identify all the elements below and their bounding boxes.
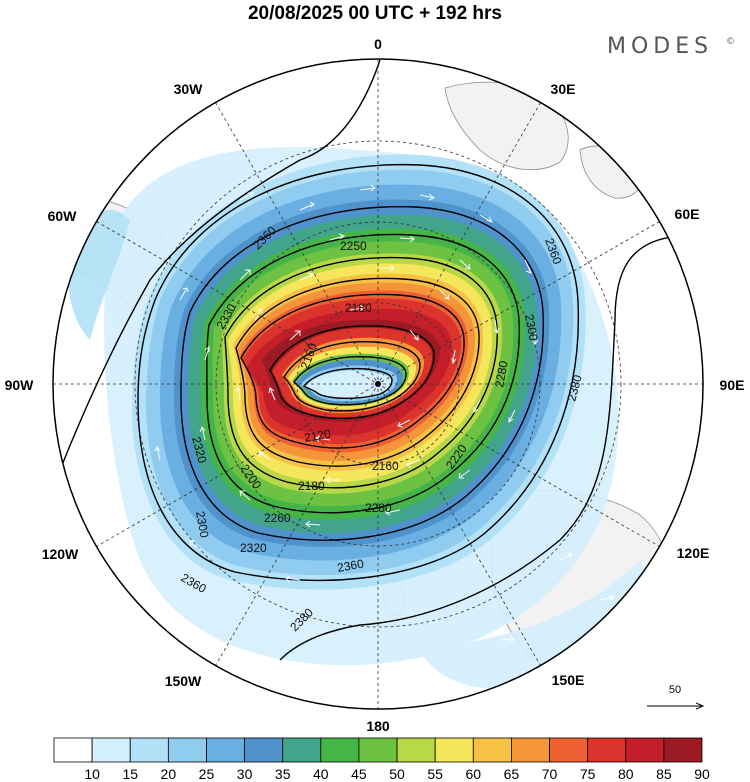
reference-vector: 50 <box>647 684 703 706</box>
colorbar-swatch <box>129 737 169 763</box>
contour-label: 2320 <box>189 435 210 465</box>
colorbar-swatch <box>472 737 512 763</box>
colorbar-label: 25 <box>199 766 215 782</box>
colorbar-swatch <box>282 737 322 763</box>
colorbar-swatch <box>434 737 474 763</box>
contour-2360 <box>137 163 580 582</box>
colorbar-label: 75 <box>580 766 596 782</box>
graticule <box>53 59 703 709</box>
map-border <box>52 58 704 710</box>
colorbar-swatch <box>320 737 360 763</box>
colorbar-swatch <box>91 737 131 763</box>
colorbar-label: 85 <box>656 766 672 782</box>
contour-label: 2280 <box>492 359 510 388</box>
colorbar-swatch <box>206 737 245 763</box>
pole-marker <box>375 381 381 387</box>
height-contours <box>59 59 681 661</box>
colorbar-swatch <box>587 737 627 763</box>
lon-label-60e: 60E <box>675 206 700 222</box>
colorbar-swatch <box>625 737 665 763</box>
colorbar-label: 50 <box>389 766 405 782</box>
contour-label: 2300 <box>522 313 540 342</box>
colorbar-label: 40 <box>313 766 329 782</box>
brand-logo: MODES <box>607 34 713 59</box>
lon-label-90e: 90E <box>720 377 745 393</box>
map-disc <box>53 59 703 709</box>
colorbar-swatch <box>663 737 703 763</box>
contour-label: 2120 <box>303 426 332 444</box>
colorbar-label: 65 <box>504 766 520 782</box>
colorbar-label: 45 <box>351 766 367 782</box>
colorbar-label: 35 <box>275 766 291 782</box>
contour-label: 2180 <box>345 301 372 315</box>
colorbar-label: 15 <box>122 766 138 782</box>
colorbar-label: 90 <box>694 766 710 782</box>
colorbar-swatch <box>244 737 284 763</box>
contour-label: 2360 <box>336 556 365 574</box>
contour-label: 2280 <box>365 501 392 515</box>
longitude-labels: 0 30E 60E 90E 120E 150E 180 150W 120W 90… <box>5 36 745 734</box>
colorbar-swatch <box>167 737 207 763</box>
reference-vector-label: 50 <box>669 684 681 696</box>
lon-label-120e: 120E <box>677 545 710 561</box>
lon-label-150w: 150W <box>165 673 202 689</box>
lon-label-30w: 30W <box>174 81 204 97</box>
colorbar-label: 80 <box>618 766 634 782</box>
contour-label: 2260 <box>264 511 291 525</box>
lon-label-60w: 60W <box>48 208 78 224</box>
colorbar-label: 20 <box>161 766 177 782</box>
lon-label-120w: 120W <box>42 546 79 562</box>
wind-vectors <box>154 184 616 643</box>
brand-mark: © <box>726 37 735 47</box>
lon-label-30e: 30E <box>551 81 576 97</box>
colorbar-swatch <box>358 737 398 763</box>
colorbar-label: 55 <box>427 766 443 782</box>
colorbar-swatch <box>549 737 589 763</box>
lon-label-0: 0 <box>374 36 382 52</box>
colorbar-label: 10 <box>84 766 100 782</box>
colorbar-swatch <box>53 737 93 763</box>
map-title: 20/08/2025 00 UTC + 192 hrs <box>248 3 502 24</box>
colorbar-label: 30 <box>237 766 253 782</box>
colorbar-swatch <box>396 737 436 763</box>
contour-label: 2380 <box>564 373 585 403</box>
lon-label-150e: 150E <box>552 672 585 688</box>
contour-label: 2320 <box>240 541 267 555</box>
contour-label: 2250 <box>340 239 367 253</box>
colorbar-label: 60 <box>466 766 482 782</box>
lon-label-180: 180 <box>366 718 390 734</box>
colorbar-swatch <box>511 737 550 763</box>
contour-label: 2180 <box>298 479 325 493</box>
lon-label-90w: 90W <box>5 377 35 393</box>
colorbar: 10 15 20 25 30 35 40 45 50 55 60 65 70 75 80 85 90 <box>53 737 710 782</box>
colorbar-label: 70 <box>542 766 558 782</box>
contour-label: 2300 <box>193 510 211 539</box>
contour-2380-west <box>59 59 381 471</box>
contour-label: 2160 <box>372 459 399 473</box>
contour-2380-east <box>279 235 681 661</box>
